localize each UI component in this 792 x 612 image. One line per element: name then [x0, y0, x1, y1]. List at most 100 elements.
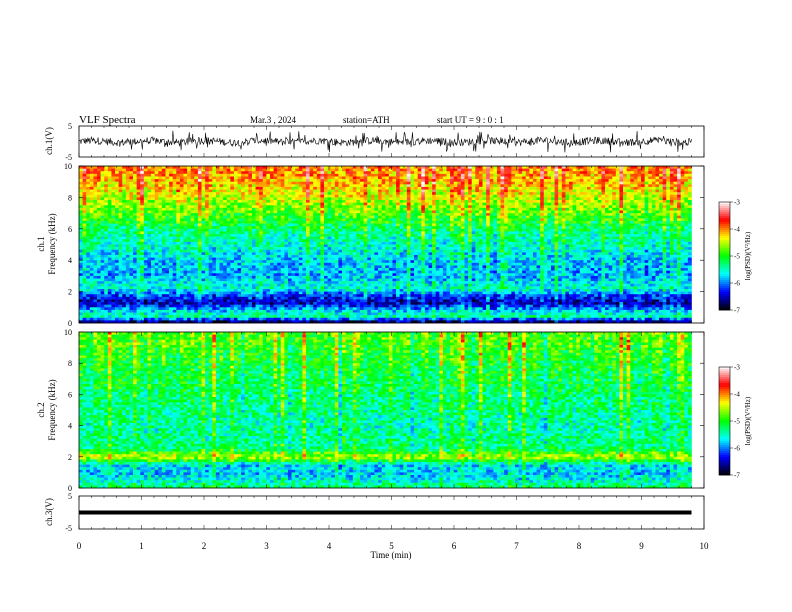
- spectrogram-cell: [385, 239, 389, 242]
- spectrogram-cell: [432, 184, 436, 187]
- spectrogram-cell: [497, 237, 501, 240]
- spectrogram-cell: [540, 197, 544, 200]
- spectrogram-cell: [486, 179, 490, 182]
- spectrogram-cell: [356, 166, 360, 169]
- spectrogram-cell: [104, 182, 108, 185]
- spectrogram-cell: [443, 205, 447, 208]
- spectrogram-cell: [609, 203, 613, 206]
- spectrogram-cell: [623, 234, 627, 237]
- spectrogram-cell: [259, 195, 263, 198]
- spectrogram-cell: [266, 237, 270, 240]
- spectrogram-cell: [295, 239, 299, 242]
- spectrogram-cell: [335, 179, 339, 182]
- spectrogram-cell: [519, 226, 523, 229]
- spectrogram-cell: [104, 210, 108, 213]
- spectrogram-cell: [490, 176, 494, 179]
- spectrogram-cell: [97, 169, 101, 172]
- spectrogram-cell: [346, 205, 350, 208]
- spectrogram-cell: [317, 166, 321, 169]
- spectrogram-cell: [374, 179, 378, 182]
- spectrogram-cell: [270, 187, 274, 190]
- spectrogram-cell: [270, 208, 274, 211]
- spectrogram-cell: [558, 221, 562, 224]
- spectrogram-cell: [277, 208, 281, 211]
- spectrogram-cell: [241, 213, 245, 216]
- spectrogram-cell: [230, 205, 234, 208]
- spectrogram-cell: [634, 192, 638, 195]
- spectrogram-cell: [529, 184, 533, 187]
- spectrogram-cell: [111, 203, 115, 206]
- spectrogram-cell: [605, 187, 609, 190]
- spectrogram-cell: [400, 176, 404, 179]
- spectrogram-cell: [382, 174, 386, 177]
- spectrogram-cell: [274, 216, 278, 219]
- spectrogram-cell: [335, 169, 339, 172]
- spectrogram-cell: [119, 213, 123, 216]
- spectrogram-cell: [266, 234, 270, 237]
- spectrogram-cell: [447, 192, 451, 195]
- spectrogram-cell: [673, 179, 677, 182]
- spectrogram-cell: [418, 200, 422, 203]
- spectrogram-cell: [198, 208, 202, 211]
- spectrogram-cell: [396, 213, 400, 216]
- spectrogram-cell: [465, 234, 469, 237]
- spectrogram-cell: [461, 197, 465, 200]
- spectrogram-cell: [630, 184, 634, 187]
- spectrogram-cell: [407, 208, 411, 211]
- spectrogram-cell: [562, 229, 566, 232]
- spectrogram-cell: [371, 221, 375, 224]
- spectrogram-cell: [648, 192, 652, 195]
- spectrogram-cell: [652, 231, 656, 234]
- spectrogram-cell: [382, 187, 386, 190]
- spectrogram-cell: [591, 210, 595, 213]
- spectrogram-cell: [652, 237, 656, 240]
- spectrogram-cell: [173, 205, 177, 208]
- spectrogram-cell: [378, 171, 382, 174]
- spectrogram-cell: [198, 203, 202, 206]
- spectrogram-cell: [183, 187, 187, 190]
- spectrogram-cell: [432, 205, 436, 208]
- spectrogram-cell: [274, 176, 278, 179]
- spectrogram-cell: [436, 205, 440, 208]
- spectrogram-cell: [248, 192, 252, 195]
- spectrogram-cell: [338, 210, 342, 213]
- spectrogram-cell: [230, 171, 234, 174]
- spectrogram-cell: [465, 216, 469, 219]
- spectrogram-cell: [140, 179, 144, 182]
- spectrogram-cell: [526, 182, 530, 185]
- spectrogram-cell: [367, 229, 371, 232]
- spectrogram-cell: [176, 234, 180, 237]
- spectrogram-cell: [645, 182, 649, 185]
- spectrogram-cell: [137, 226, 141, 229]
- spectrogram-cell: [335, 234, 339, 237]
- spectrogram-cell: [180, 224, 184, 227]
- spectrogram-cell: [281, 213, 285, 216]
- spectrogram-cell: [306, 218, 310, 221]
- spectrogram-cell: [223, 169, 227, 172]
- spectrogram-cell: [147, 239, 151, 242]
- spectrogram-cell: [151, 169, 155, 172]
- spectrogram-cell: [425, 176, 429, 179]
- spectrogram-cell: [410, 190, 414, 193]
- spectrogram-cell: [335, 190, 339, 193]
- spectrogram-cell: [486, 210, 490, 213]
- spectrogram-cell: [259, 174, 263, 177]
- spectrogram-cell: [598, 205, 602, 208]
- spectrogram-cell: [202, 192, 206, 195]
- spectrogram-cell: [562, 216, 566, 219]
- spectrogram-cell: [540, 200, 544, 203]
- spectrogram-cell: [191, 216, 195, 219]
- spectrogram-cell: [212, 192, 216, 195]
- spectrogram-cell: [443, 182, 447, 185]
- spectrogram-cell: [493, 208, 497, 211]
- spectrogram-cell: [533, 179, 537, 182]
- spectrogram-cell: [400, 216, 404, 219]
- spectrogram-cell: [263, 210, 267, 213]
- spectrogram-cell: [162, 190, 166, 193]
- spectrogram-cell: [403, 197, 407, 200]
- spectrogram-cell: [612, 221, 616, 224]
- spectrogram-cell: [155, 221, 159, 224]
- spectrogram-cell: [576, 213, 580, 216]
- spectrogram-cell: [202, 174, 206, 177]
- spectrogram-cell: [634, 234, 638, 237]
